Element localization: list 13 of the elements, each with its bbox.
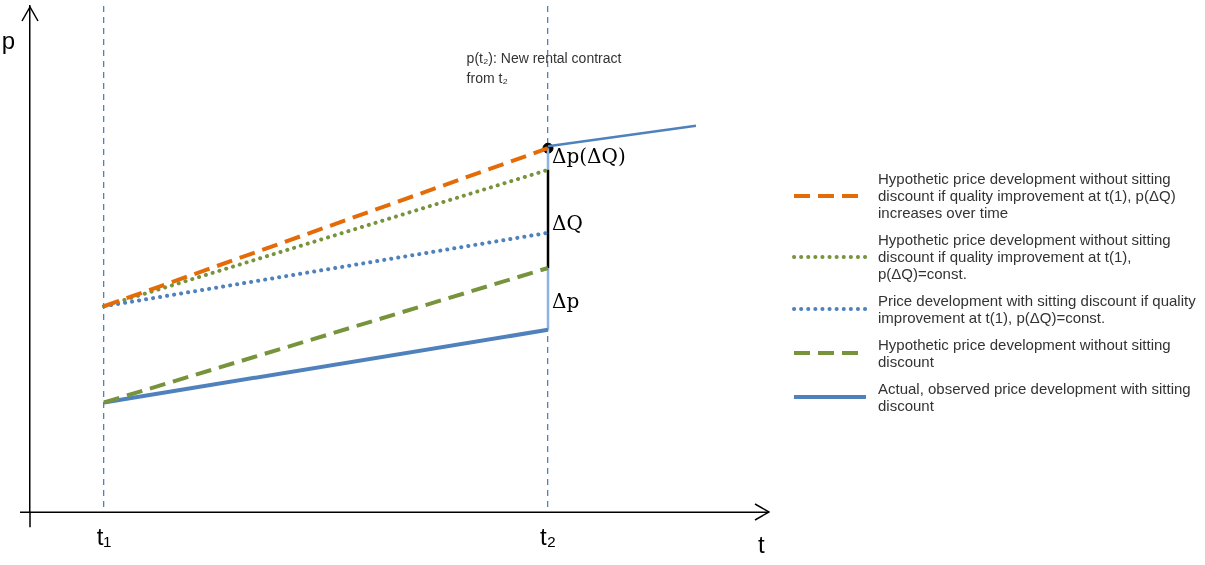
annotation: Δp(ΔQ) — [552, 144, 626, 169]
y-axis-title: p — [1, 26, 15, 54]
text: p(t₂): New rental contract from t₂ — [466, 49, 622, 86]
x-tick-label: t₁ — [96, 523, 112, 551]
annotation: Δp — [552, 288, 580, 313]
legend-label: Hypothetic price development without sitting discount — [878, 336, 1172, 370]
legend-label: Price development with sitting discount if quality improvement at t(1), p(ΔQ)=const. — [878, 292, 1197, 326]
legend-label: Actual, observed price development with sitting discount — [878, 380, 1192, 414]
annotation: ΔQ — [552, 210, 583, 235]
legend-label: Hypothetic price development without sitting discount if quality improvement at t(1), p(ΔQ) increases over time — [878, 170, 1177, 221]
legend-label: Hypothetic price development without sitting discount if quality improvement at t(1), p(ΔQ)=const. — [878, 231, 1172, 282]
x-tick-label: t₂ — [540, 523, 556, 551]
x-axis-title: t — [758, 530, 765, 558]
